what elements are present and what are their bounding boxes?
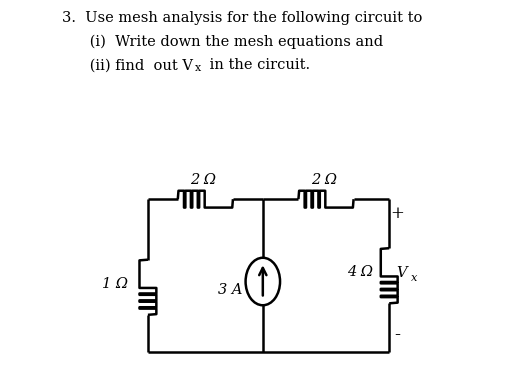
Text: +: + — [390, 205, 404, 222]
Text: 1 Ω: 1 Ω — [102, 277, 128, 291]
Text: in the circuit.: in the circuit. — [205, 58, 309, 72]
Text: 2 Ω: 2 Ω — [310, 173, 336, 187]
Text: (ii) find  out V: (ii) find out V — [62, 58, 192, 72]
Text: 3.  Use mesh analysis for the following circuit to: 3. Use mesh analysis for the following c… — [62, 11, 421, 25]
Text: x: x — [194, 63, 201, 73]
Text: 4 Ω: 4 Ω — [347, 265, 373, 279]
Text: 3 A: 3 A — [217, 283, 242, 297]
Text: -: - — [394, 326, 400, 344]
Text: 2 Ω: 2 Ω — [190, 173, 216, 187]
Text: V: V — [395, 266, 406, 280]
Text: (i)  Write down the mesh equations and: (i) Write down the mesh equations and — [62, 34, 382, 49]
Text: x: x — [410, 273, 416, 283]
